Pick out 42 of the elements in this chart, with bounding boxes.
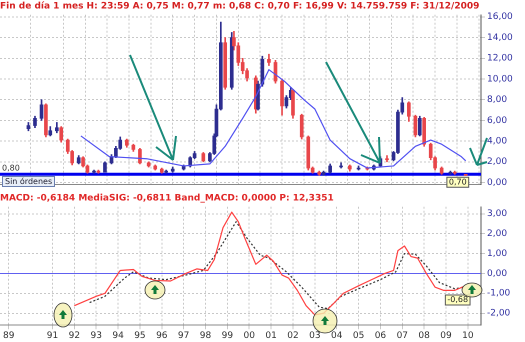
y-tick-label: 2,00	[487, 229, 508, 240]
chart-title: Fin de día 1 mes H: 23:59 A: 0,75 M: 0,77 m: 0,68 C: 0,70 F: 16,99 V: 14.759.759 F: 31/12/2009	[0, 0, 480, 12]
annotation: Sin órdenes	[2, 176, 56, 187]
y-tick-label: 0,00	[487, 178, 508, 188]
x-tick-label: 07	[396, 330, 408, 341]
chart-title: MACD: -0,6184 MediaSIG: -0,6811 Band_MACD: 0,0000 P: 12,3351	[0, 194, 334, 204]
annotation: -0,68	[447, 295, 468, 304]
y-tick-label: 4,00	[487, 136, 508, 146]
y-tick-label: 1,00	[487, 248, 508, 259]
x-tick-label: 08	[418, 330, 430, 341]
x-tick-label: 00	[244, 330, 256, 341]
ref-line-label: 0,80	[2, 163, 20, 172]
x-tick-label: 02	[287, 330, 299, 341]
y-tick-label: 3,00	[487, 209, 508, 220]
x-tick-label: 98	[200, 330, 212, 341]
annotation: 0,70	[448, 177, 467, 186]
x-tick-label: 91	[46, 330, 58, 341]
x-tick-label: 99	[222, 330, 234, 341]
y-tick-label: 8,00	[487, 95, 508, 106]
x-tick-label: 89	[3, 330, 15, 341]
x-tick-label: 09	[440, 330, 452, 341]
x-tick-label: 97	[178, 330, 190, 341]
x-tick-label: 93	[90, 330, 102, 341]
x-tick-label: 03	[309, 330, 321, 341]
y-tick-label: -1,00	[487, 288, 511, 299]
y-tick-label: -2,00	[487, 308, 511, 319]
x-tick-label: 96	[156, 330, 168, 341]
x-tick-label: 01	[265, 330, 277, 341]
y-tick-label: 14,00	[487, 32, 514, 43]
x-tick-label: 04	[330, 330, 343, 341]
y-tick-label: 12,00	[487, 54, 514, 64]
x-tick-label: 05	[352, 330, 364, 341]
y-tick-label: 2,00	[487, 157, 508, 168]
y-tick-label: 16,00	[487, 12, 514, 22]
x-tick-label: 06	[374, 330, 386, 341]
y-tick-label: 6,00	[487, 116, 508, 126]
x-tick-label: 92	[68, 330, 80, 341]
x-tick-label: 95	[134, 330, 146, 341]
x-tick-label: 94	[112, 330, 124, 341]
x-tick-label: 10	[462, 330, 474, 341]
y-tick-label: 0,00	[487, 268, 508, 279]
y-tick-label: 10,00	[487, 74, 514, 84]
